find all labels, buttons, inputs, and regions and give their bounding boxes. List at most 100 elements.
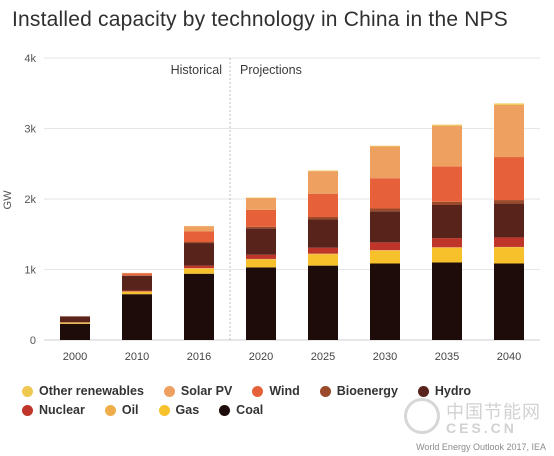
bar-segment-hydro — [432, 204, 462, 239]
bar-segment-gas — [60, 323, 90, 324]
legend-label: Gas — [175, 403, 200, 417]
bars — [60, 103, 524, 340]
legend-swatch — [163, 385, 175, 397]
x-tick-label: 2020 — [249, 351, 273, 363]
bar-segment-solar-pv — [246, 197, 276, 210]
legend-item-gas: Gas — [158, 403, 200, 417]
legend-label: Solar PV — [180, 384, 233, 398]
historical-label: Historical — [171, 63, 222, 77]
y-tick-label: 3k — [24, 124, 36, 136]
bar-segment-oil — [370, 250, 400, 251]
bar-stack-2030 — [370, 145, 400, 340]
bar-segment-solar-pv — [494, 104, 524, 158]
bar-segment-nuclear — [494, 237, 524, 247]
legend-label: Other renewables — [39, 384, 144, 398]
bar-segment-gas — [432, 247, 462, 263]
legend-label: Bioenergy — [336, 384, 398, 398]
bar-segment-gas — [370, 250, 400, 264]
bar-stack-2020 — [246, 197, 276, 340]
bar-segment-solar-pv — [184, 226, 214, 232]
chart-title: Installed capacity by technology in Chin… — [12, 8, 509, 31]
x-tick-label: 2035 — [435, 351, 459, 363]
bar-segment-hydro — [308, 219, 338, 248]
legend-item-nuclear: Nuclear — [22, 403, 85, 417]
legend-label: Coal — [236, 403, 264, 417]
bar-segment-gas — [494, 247, 524, 264]
bar-stack-2040 — [494, 103, 524, 340]
bar-stack-2000 — [60, 316, 90, 340]
bar-segment-gas — [246, 259, 276, 268]
y-tick-label: 4k — [24, 53, 36, 65]
bar-segment-oil — [246, 258, 276, 260]
bar-segment-gas — [122, 292, 152, 295]
bar-segment-coal — [432, 262, 462, 340]
legend-swatch — [252, 385, 264, 397]
bar-segment-other-renewables — [432, 124, 462, 126]
bar-segment-solar-pv — [432, 125, 462, 167]
bar-segment-coal — [308, 265, 338, 340]
bar-segment-wind — [122, 273, 152, 276]
bar-segment-bioenergy — [432, 201, 462, 205]
bar-segment-hydro — [122, 275, 152, 291]
legend-swatch — [319, 385, 331, 397]
y-tick-label: 0 — [30, 335, 36, 347]
x-tick-label: 2040 — [497, 351, 521, 363]
bar-stack-2025 — [308, 170, 338, 340]
legend-label: Wind — [269, 384, 300, 398]
bar-segment-wind — [184, 231, 214, 243]
legend-swatch — [104, 404, 116, 416]
bar-segment-hydro — [60, 316, 90, 323]
bar-segment-wind — [370, 178, 400, 209]
bar-segment-hydro — [184, 243, 214, 266]
bar-segment-nuclear — [246, 254, 276, 259]
bar-segment-nuclear — [308, 247, 338, 254]
legend-swatch — [158, 404, 170, 416]
bar-segment-nuclear — [370, 242, 400, 251]
x-tick-label: 2010 — [125, 351, 149, 363]
legend-label: Nuclear — [39, 403, 85, 417]
bar-stack-2010 — [122, 272, 152, 340]
legend-row-1: Other renewables Solar PV Wind Bioenergy… — [22, 382, 542, 400]
bar-segment-coal — [494, 263, 524, 340]
bar-segment-hydro — [246, 228, 276, 255]
bar-segment-coal — [370, 263, 400, 340]
bar-segment-bioenergy — [370, 208, 400, 212]
bar-stack-2016 — [184, 225, 214, 340]
legend-item-wind: Wind — [252, 384, 300, 398]
legend-label: Oil — [121, 403, 139, 417]
x-axis: 2000 2010 2016 2020 2025 2030 2035 2040 — [63, 351, 521, 363]
stacked-bar-chart: 0 1k 2k 3k 4k GW Historical Projections 2000… — [2, 53, 540, 363]
legend-swatch — [22, 385, 33, 397]
bar-segment-nuclear — [184, 265, 214, 269]
legend-label: Hydro — [434, 384, 472, 398]
bar-segment-bioenergy — [494, 200, 524, 204]
bar-segment-bioenergy — [184, 242, 214, 244]
legend-item-solar-pv: Solar PV — [163, 384, 233, 398]
bar-segment-coal — [122, 294, 152, 340]
bar-segment-other-renewables — [494, 103, 524, 105]
x-tick-label: 2030 — [373, 351, 397, 363]
bar-segment-solar-pv — [370, 146, 400, 179]
legend-item-oil: Oil — [104, 403, 139, 417]
y-axis: 0 1k 2k 3k 4k — [24, 53, 36, 347]
y-tick-label: 2k — [24, 194, 36, 206]
x-tick-label: 2016 — [187, 351, 211, 363]
bar-segment-coal — [60, 323, 90, 340]
x-tick-label: 2025 — [311, 351, 335, 363]
bar-segment-coal — [184, 273, 214, 340]
legend-swatch — [219, 404, 231, 416]
y-axis-label: GW — [2, 190, 14, 210]
legend-swatch — [22, 404, 33, 416]
legend-item-other-renewables: Other renewables — [22, 384, 144, 398]
bar-segment-nuclear — [122, 290, 152, 292]
y-tick-label: 1k — [24, 265, 36, 277]
legend-item-hydro: Hydro — [417, 384, 472, 398]
bar-segment-oil — [308, 253, 338, 255]
bar-segment-oil — [60, 322, 90, 324]
bar-segment-nuclear — [432, 238, 462, 248]
bar-segment-bioenergy — [308, 216, 338, 220]
bar-segment-gas — [184, 268, 214, 274]
source-credit: World Energy Outlook 2017, IEA — [416, 442, 546, 452]
projections-label: Projections — [240, 63, 302, 77]
bar-segment-hydro — [494, 203, 524, 238]
